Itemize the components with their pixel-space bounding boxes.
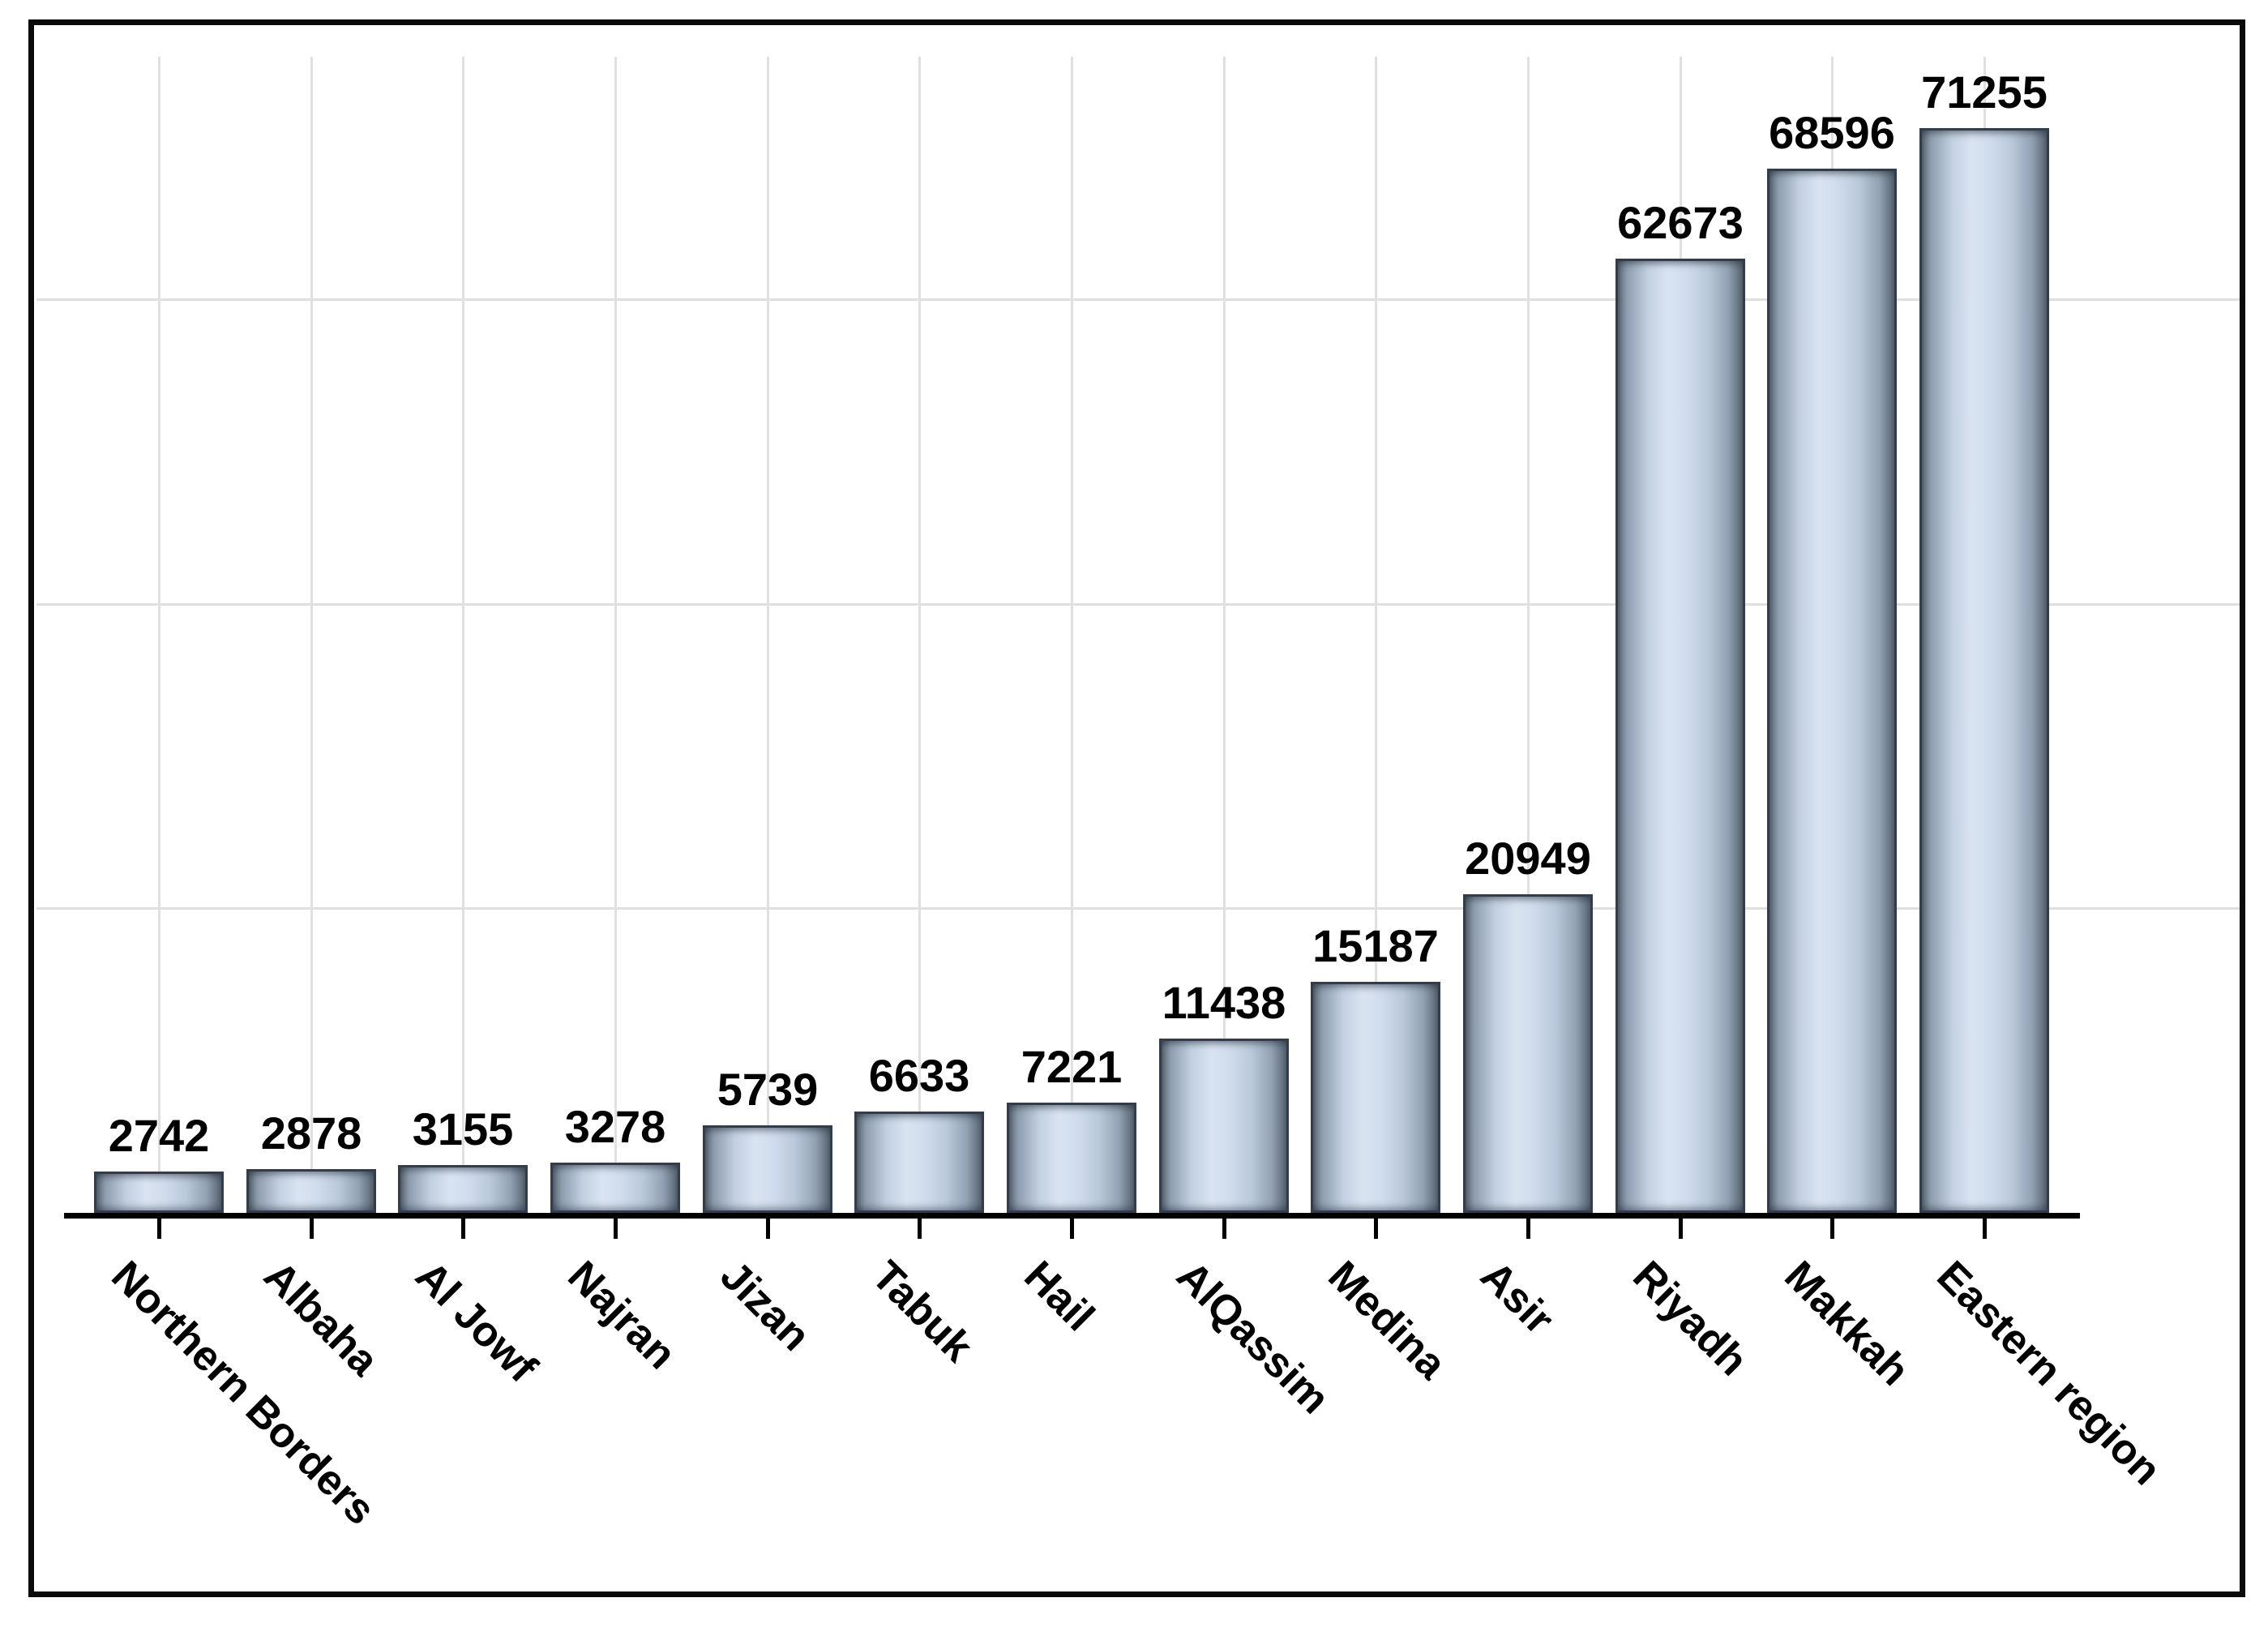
x-axis-tick	[918, 1219, 922, 1239]
x-axis-tick	[1222, 1219, 1226, 1239]
bar	[854, 1112, 984, 1213]
gridline-vertical	[614, 57, 617, 1213]
x-axis-tick	[766, 1219, 770, 1239]
gridline-vertical	[158, 57, 160, 1213]
x-axis-tick	[1679, 1219, 1683, 1239]
bar-value-label: 2742	[108, 1110, 210, 1161]
gridline-vertical	[767, 57, 769, 1213]
bar	[1311, 982, 1440, 1213]
bar	[703, 1125, 832, 1213]
bar-value-label: 62673	[1617, 197, 1744, 248]
x-axis-tick	[1526, 1219, 1530, 1239]
bar-value-label: 71255	[1921, 66, 2048, 118]
x-axis-tick	[157, 1219, 161, 1239]
x-axis-tick	[1830, 1219, 1834, 1239]
x-axis-tick	[310, 1219, 314, 1239]
bar-value-label: 3155	[412, 1103, 514, 1154]
bar	[1007, 1103, 1136, 1213]
bar	[550, 1163, 680, 1213]
bar-value-label: 5739	[717, 1064, 819, 1115]
bar	[94, 1172, 224, 1213]
bar	[1767, 169, 1897, 1213]
bar-value-label: 3278	[564, 1101, 666, 1152]
gridline-vertical	[462, 57, 464, 1213]
bar	[1463, 894, 1593, 1213]
bar-value-label: 20949	[1465, 833, 1591, 884]
bar	[398, 1165, 528, 1213]
bar-value-label: 11438	[1162, 977, 1286, 1028]
bar-value-label: 15187	[1312, 920, 1439, 971]
bar	[246, 1169, 376, 1213]
bar	[1919, 128, 2049, 1213]
gridline-vertical	[1375, 57, 1377, 1213]
gridline-vertical	[918, 57, 921, 1213]
bar-value-label: 68596	[1769, 107, 1895, 158]
gridline-vertical	[1071, 57, 1073, 1213]
gridline-vertical	[1527, 57, 1530, 1213]
bar-value-label: 2878	[260, 1107, 362, 1159]
gridline-vertical	[1223, 57, 1226, 1213]
plot-frame	[28, 19, 2245, 1597]
gridline-horizontal	[36, 907, 2240, 910]
x-axis-tick	[1374, 1219, 1378, 1239]
gridline-horizontal	[36, 298, 2240, 301]
x-axis-tick	[1983, 1219, 1987, 1239]
bar	[1615, 259, 1745, 1213]
x-axis-line	[64, 1213, 2080, 1219]
gridline-vertical	[310, 57, 313, 1213]
bar	[1159, 1039, 1289, 1213]
x-axis-tick	[614, 1219, 618, 1239]
bar-value-label: 7221	[1021, 1041, 1123, 1092]
gridline-horizontal	[36, 603, 2240, 606]
x-axis-tick	[461, 1219, 465, 1239]
x-axis-tick	[1070, 1219, 1074, 1239]
bar-value-label: 6633	[868, 1050, 970, 1101]
